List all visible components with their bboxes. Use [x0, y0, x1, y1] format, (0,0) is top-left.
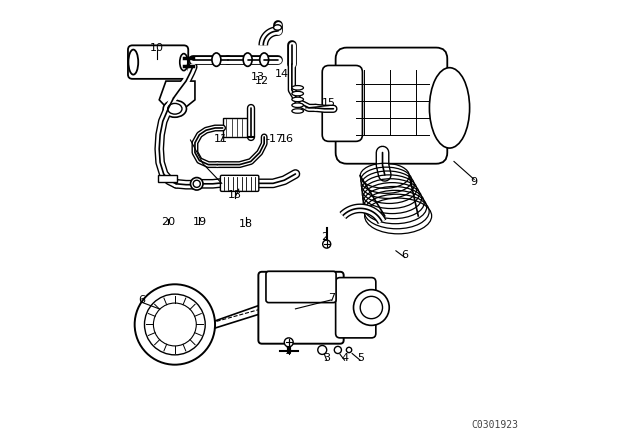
- FancyBboxPatch shape: [266, 271, 336, 302]
- Text: 7: 7: [328, 293, 335, 303]
- Text: 18: 18: [239, 219, 253, 229]
- Text: 9: 9: [470, 177, 477, 186]
- Text: 3: 3: [323, 353, 330, 363]
- Ellipse shape: [260, 53, 269, 66]
- Ellipse shape: [273, 25, 282, 30]
- Circle shape: [134, 284, 215, 365]
- Bar: [223, 118, 250, 137]
- Circle shape: [193, 180, 200, 187]
- FancyBboxPatch shape: [259, 272, 344, 344]
- FancyBboxPatch shape: [335, 278, 376, 338]
- Text: 19: 19: [193, 217, 207, 227]
- Ellipse shape: [163, 100, 186, 117]
- Text: 1: 1: [285, 346, 292, 356]
- Ellipse shape: [292, 86, 303, 90]
- Ellipse shape: [129, 50, 138, 75]
- Circle shape: [353, 290, 389, 325]
- Text: 16: 16: [280, 134, 294, 144]
- Circle shape: [334, 346, 341, 353]
- Text: -17: -17: [266, 134, 284, 144]
- Text: 13: 13: [228, 190, 242, 200]
- Ellipse shape: [292, 91, 303, 96]
- Circle shape: [154, 303, 196, 346]
- Text: 10: 10: [150, 43, 164, 52]
- Circle shape: [145, 294, 205, 355]
- Text: 15: 15: [322, 99, 336, 108]
- Text: 6: 6: [138, 295, 145, 305]
- Text: 12: 12: [255, 76, 269, 86]
- Ellipse shape: [212, 53, 221, 66]
- Ellipse shape: [429, 68, 470, 148]
- Text: 13: 13: [250, 72, 264, 82]
- Ellipse shape: [243, 53, 252, 66]
- Text: C0301923: C0301923: [472, 420, 519, 431]
- FancyBboxPatch shape: [128, 45, 188, 79]
- FancyBboxPatch shape: [220, 175, 259, 191]
- Bar: [158, 175, 177, 182]
- Text: 20: 20: [161, 217, 175, 227]
- Ellipse shape: [292, 103, 303, 108]
- Text: 6: 6: [401, 250, 408, 260]
- Ellipse shape: [292, 109, 303, 113]
- Circle shape: [323, 240, 331, 248]
- Circle shape: [284, 338, 293, 347]
- Circle shape: [346, 347, 352, 353]
- Text: 4: 4: [341, 353, 348, 363]
- Text: 2: 2: [321, 233, 328, 242]
- FancyBboxPatch shape: [322, 65, 362, 142]
- Text: 14: 14: [275, 69, 289, 79]
- Circle shape: [318, 345, 326, 354]
- Polygon shape: [159, 81, 195, 107]
- Ellipse shape: [180, 54, 188, 71]
- FancyBboxPatch shape: [335, 47, 447, 164]
- Circle shape: [191, 177, 203, 190]
- Ellipse shape: [168, 103, 182, 114]
- Circle shape: [360, 296, 383, 319]
- Text: 11: 11: [214, 134, 228, 144]
- Text: 5: 5: [356, 353, 364, 363]
- Ellipse shape: [292, 97, 303, 102]
